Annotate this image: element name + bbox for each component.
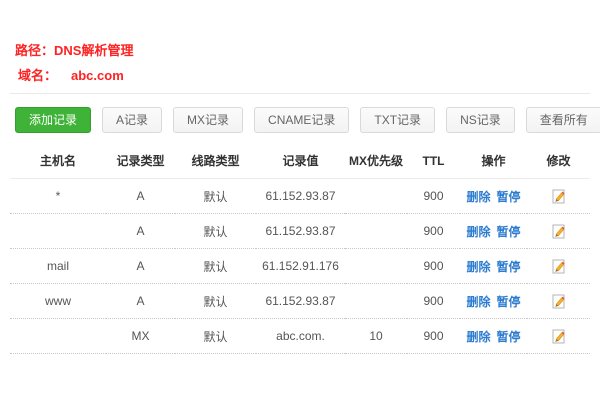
cell-operations: 删除 暂停 (460, 318, 527, 354)
cell-hostname (10, 213, 106, 249)
cell-record-value: 61.152.93.87 (256, 283, 345, 319)
cell-operations: 删除 暂停 (460, 213, 527, 249)
col-line-type: 线路类型 (175, 145, 256, 179)
edit-icon[interactable] (551, 224, 566, 239)
cell-modify (527, 318, 590, 354)
domain-value: abc.com (71, 68, 124, 83)
cell-hostname (10, 318, 106, 354)
table-row: A 默认 61.152.93.87 900 删除 暂停 (10, 213, 590, 249)
table-row: www A 默认 61.152.93.87 900 删除 暂停 (10, 283, 590, 319)
cell-line-type: 默认 (175, 248, 256, 284)
cell-ttl: 900 (407, 178, 460, 214)
pause-link[interactable]: 暂停 (496, 294, 521, 309)
cell-record-value: abc.com. (256, 318, 345, 354)
edit-icon[interactable] (551, 329, 566, 344)
cell-record-type: A (106, 178, 175, 214)
filter-ns-record-button[interactable]: NS记录 (446, 107, 515, 133)
breadcrumb: 路径：DNS解析管理 (15, 43, 134, 58)
cell-record-value: 61.152.93.87 (256, 213, 345, 249)
view-all-button[interactable]: 查看所有 (525, 107, 600, 133)
header-divider (10, 93, 590, 94)
delete-link[interactable]: 删除 (466, 329, 491, 344)
table-row: mail A 默认 61.152.91.176 900 删除 暂停 (10, 248, 590, 284)
cell-operations: 删除 暂停 (460, 283, 527, 319)
cell-ttl: 900 (407, 213, 460, 249)
cell-record-value: 61.152.93.87 (256, 178, 345, 214)
filter-a-record-button[interactable]: A记录 (102, 107, 163, 133)
cell-mx-priority (345, 178, 407, 214)
cell-record-type: A (106, 213, 175, 249)
cell-mx-priority (345, 213, 407, 249)
col-hostname: 主机名 (10, 145, 106, 179)
record-toolbar: 添加记录 A记录 MX记录 CNAME记录 TXT记录 NS记录 查看所有 (15, 107, 600, 133)
cell-operations: 删除 暂停 (460, 248, 527, 284)
col-operations: 操作 (460, 145, 527, 179)
col-mx-priority: MX优先级 (345, 145, 407, 179)
cell-record-type: A (106, 283, 175, 319)
edit-icon[interactable] (551, 294, 566, 309)
domain-line: 域名： abc.com (0, 59, 600, 84)
cell-mx-priority (345, 248, 407, 284)
delete-link[interactable]: 删除 (466, 189, 491, 204)
dns-records-table: 主机名 记录类型 线路类型 记录值 MX优先级 TTL 操作 修改 * A 默认… (10, 145, 590, 354)
cell-line-type: 默认 (175, 213, 256, 249)
delete-link[interactable]: 删除 (466, 259, 491, 274)
cell-ttl: 900 (407, 248, 460, 284)
delete-link[interactable]: 删除 (466, 294, 491, 309)
cell-record-type: A (106, 248, 175, 284)
cell-modify (527, 178, 590, 214)
cell-modify (527, 213, 590, 249)
pause-link[interactable]: 暂停 (496, 259, 521, 274)
col-record-type: 记录类型 (106, 145, 175, 179)
cell-hostname: www (10, 283, 106, 319)
pause-link[interactable]: 暂停 (496, 189, 521, 204)
filter-txt-record-button[interactable]: TXT记录 (360, 107, 436, 133)
table-header: 主机名 记录类型 线路类型 记录值 MX优先级 TTL 操作 修改 (10, 145, 590, 179)
cell-line-type: 默认 (175, 178, 256, 214)
domain-label: 域名： (18, 68, 58, 83)
cell-mx-priority (345, 283, 407, 319)
table-row: MX 默认 abc.com. 10 900 删除 暂停 (10, 318, 590, 354)
filter-cname-record-button[interactable]: CNAME记录 (254, 107, 350, 133)
cell-mx-priority: 10 (345, 318, 407, 354)
edit-icon[interactable] (551, 189, 566, 204)
table-body: * A 默认 61.152.93.87 900 删除 暂停 A 默认 61.152… (10, 178, 590, 354)
cell-ttl: 900 (407, 318, 460, 354)
cell-hostname: * (10, 178, 106, 214)
col-ttl: TTL (407, 145, 460, 179)
filter-mx-record-button[interactable]: MX记录 (173, 107, 244, 133)
cell-modify (527, 248, 590, 284)
cell-record-value: 61.152.91.176 (256, 248, 345, 284)
cell-ttl: 900 (407, 283, 460, 319)
pause-link[interactable]: 暂停 (496, 224, 521, 239)
cell-line-type: 默认 (175, 318, 256, 354)
cell-modify (527, 283, 590, 319)
edit-icon[interactable] (551, 259, 566, 274)
cell-hostname: mail (10, 248, 106, 284)
col-modify: 修改 (527, 145, 590, 179)
cell-record-type: MX (106, 318, 175, 354)
cell-operations: 删除 暂停 (460, 178, 527, 214)
add-record-button[interactable]: 添加记录 (15, 107, 92, 133)
col-record-value: 记录值 (256, 145, 345, 179)
pause-link[interactable]: 暂停 (496, 329, 521, 344)
delete-link[interactable]: 删除 (466, 224, 491, 239)
cell-line-type: 默认 (175, 283, 256, 319)
table-row: * A 默认 61.152.93.87 900 删除 暂停 (10, 178, 590, 214)
